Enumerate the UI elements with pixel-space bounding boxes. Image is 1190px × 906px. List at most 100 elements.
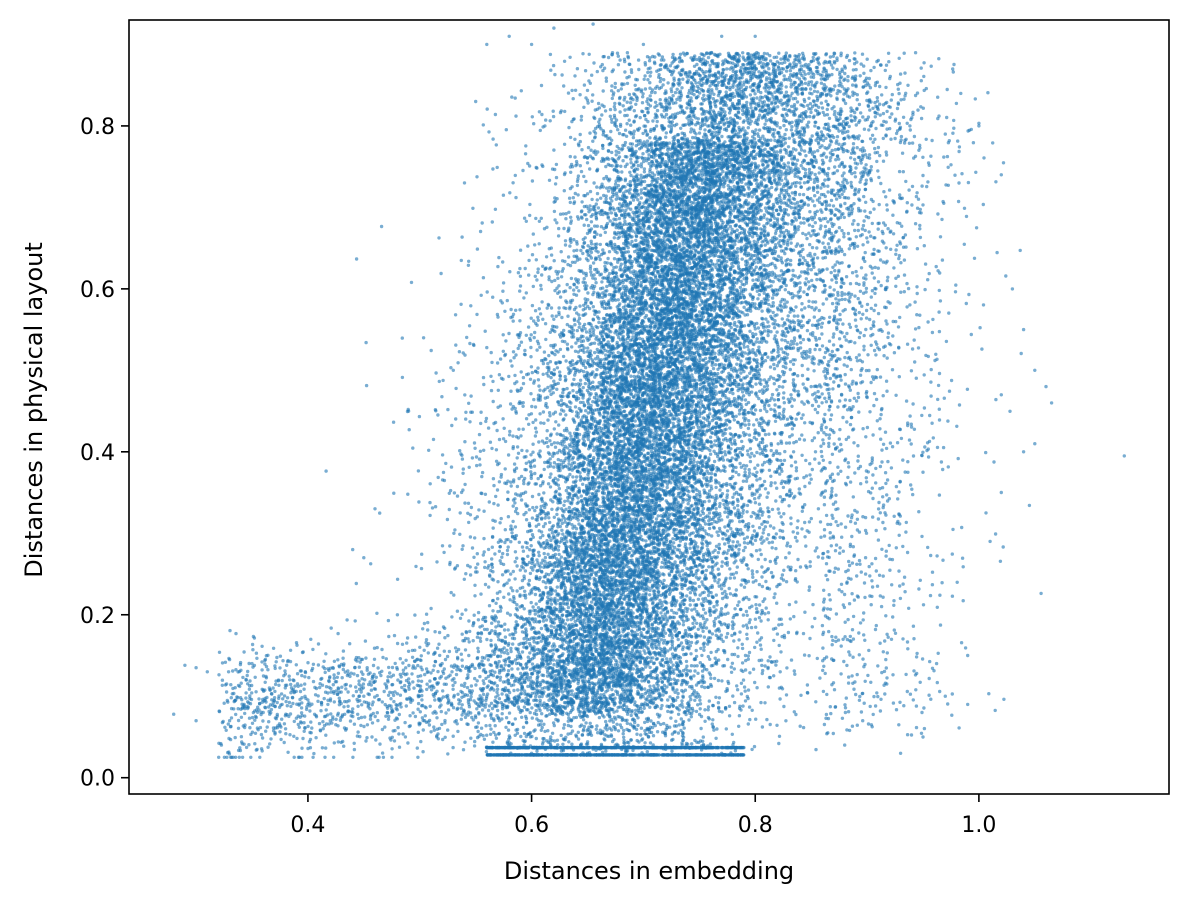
scatter-point (766, 618, 770, 622)
scatter-point (690, 608, 694, 612)
scatter-point (853, 171, 857, 175)
scatter-point (876, 311, 881, 316)
scatter-point (803, 81, 808, 86)
scatter-point (581, 251, 585, 256)
scatter-point (815, 246, 819, 250)
scatter-point (644, 539, 648, 543)
scatter-point (803, 171, 808, 175)
scatter-point (688, 546, 692, 550)
scatter-point (760, 565, 764, 569)
scatter-point (828, 607, 833, 611)
scatter-point (396, 725, 400, 730)
scatter-point (719, 633, 723, 637)
scatter-point (593, 126, 598, 131)
scatter-point (780, 622, 784, 627)
scatter-point (712, 92, 716, 97)
scatter-point (551, 63, 556, 68)
scatter-point (539, 421, 543, 425)
scatter-point (688, 70, 692, 74)
scatter-point (845, 364, 849, 368)
scatter-point (772, 638, 776, 643)
scatter-point (718, 488, 722, 492)
scatter-point (809, 516, 813, 521)
scatter-point (595, 191, 600, 196)
scatter-point (711, 718, 715, 722)
scatter-point (708, 657, 712, 661)
scatter-point (533, 309, 538, 313)
scatter-point (522, 296, 526, 300)
scatter-point (475, 247, 480, 251)
scatter-point (937, 329, 942, 334)
scatter-point (823, 245, 827, 250)
scatter-point (766, 666, 770, 671)
scatter-point (915, 191, 919, 195)
scatter-point (881, 394, 885, 398)
scatter-point (708, 105, 713, 109)
scatter-point (646, 110, 650, 114)
scatter-point (727, 586, 731, 591)
scatter-point (894, 248, 898, 252)
scatter-point (796, 557, 800, 562)
scatter-point (498, 521, 502, 525)
scatter-point (745, 535, 750, 539)
scatter-point (553, 739, 557, 743)
scatter-point (838, 399, 842, 403)
scatter-point (485, 107, 489, 111)
scatter-point (695, 84, 700, 89)
scatter-point (392, 491, 396, 495)
scatter-point (553, 218, 557, 222)
scatter-point (748, 671, 752, 675)
scatter-point (759, 636, 764, 640)
scatter-point (533, 728, 537, 732)
scatter-point (749, 625, 754, 630)
scatter-point (784, 168, 789, 172)
scatter-point (807, 120, 811, 124)
scatter-point (786, 161, 791, 165)
scatter-point (902, 51, 906, 55)
scatter-point (741, 508, 745, 512)
scatter-point (744, 479, 749, 483)
scatter-point (324, 469, 328, 473)
scatter-point (765, 217, 769, 221)
scatter-point (666, 698, 670, 702)
scatter-point (821, 441, 826, 446)
scatter-point (952, 62, 956, 67)
scatter-point (796, 374, 800, 378)
scatter-point (533, 434, 538, 438)
scatter-point (440, 544, 445, 548)
scatter-point (819, 469, 823, 473)
scatter-point (725, 495, 729, 500)
scatter-point (847, 124, 851, 129)
scatter-point (685, 664, 689, 668)
scatter-point (574, 733, 578, 737)
scatter-point (637, 67, 641, 72)
scatter-point (849, 114, 853, 118)
scatter-point (563, 109, 567, 114)
scatter-point (799, 64, 803, 68)
scatter-point (541, 372, 545, 376)
scatter-point (853, 175, 858, 179)
scatter-point (489, 350, 493, 355)
scatter-point (682, 509, 686, 513)
scatter-point (550, 731, 555, 735)
scatter-point (778, 670, 782, 674)
scatter-point (743, 470, 747, 474)
scatter-point (827, 166, 831, 171)
scatter-point (492, 421, 496, 426)
scatter-point (758, 477, 762, 481)
scatter-point (802, 653, 807, 657)
scatter-point (869, 380, 873, 385)
scatter-point (782, 568, 786, 572)
scatter-point (588, 204, 592, 208)
scatter-point (354, 257, 359, 261)
scatter-point (855, 98, 859, 102)
scatter-point (516, 667, 520, 671)
scatter-point (820, 392, 824, 396)
scatter-point (649, 70, 653, 75)
scatter-point (796, 329, 800, 333)
scatter-point (591, 93, 595, 97)
scatter-point (799, 416, 804, 420)
scatter-point (885, 356, 889, 360)
scatter-point (815, 656, 819, 661)
scatter-point (852, 396, 856, 400)
